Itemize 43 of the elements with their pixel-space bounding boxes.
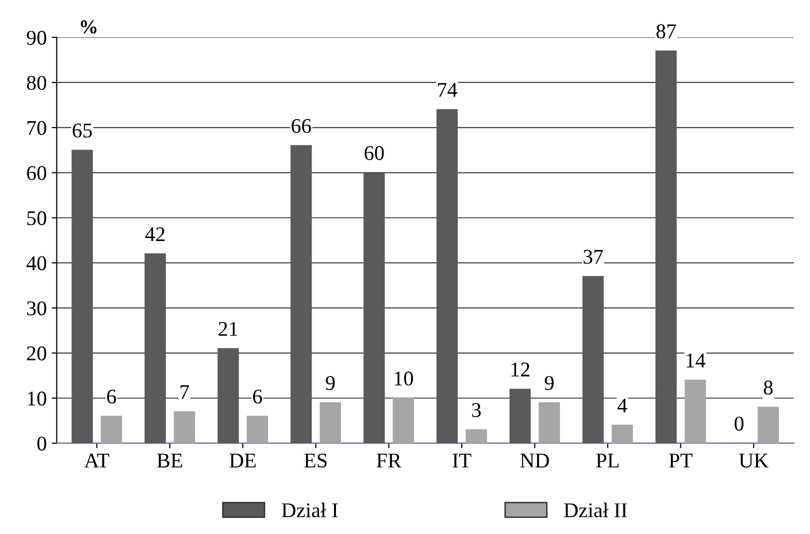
data-label: 42 — [145, 227, 164, 242]
legend-label: Dział I — [282, 502, 338, 518]
data-label: 66 — [292, 119, 311, 134]
x-tick-label: IT — [452, 454, 472, 468]
y-axis-title: % — [80, 20, 96, 34]
y-tick-label: 50 — [27, 211, 46, 226]
y-tick-label: 0 — [37, 436, 46, 451]
data-label: 87 — [656, 24, 676, 38]
y-tick-label: 20 — [27, 346, 46, 360]
y-tick-label: 30 — [27, 301, 46, 316]
y-tick-label: 10 — [28, 392, 46, 406]
data-label: 65 — [72, 124, 92, 138]
data-label: 12 — [512, 362, 530, 376]
x-tick-label: ES — [304, 454, 327, 468]
x-tick-label: DE — [230, 454, 256, 468]
y-tick-label: 90 — [26, 30, 46, 45]
x-tick-label: ND — [520, 454, 549, 468]
y-tick-label: 60 — [27, 166, 46, 180]
data-label: 4 — [617, 398, 628, 412]
data-label: 14 — [686, 354, 706, 368]
data-label: 10 — [394, 372, 413, 386]
x-tick-label: PL — [596, 454, 619, 468]
y-tick-label: 70 — [28, 120, 46, 135]
data-label: 0 — [734, 416, 744, 431]
data-label: 6 — [253, 390, 262, 404]
x-tick-label: BE — [157, 454, 182, 468]
data-label: 8 — [764, 380, 773, 395]
x-tick-label: FR — [376, 454, 402, 468]
data-label: 21 — [218, 322, 238, 336]
data-label: 9 — [326, 376, 335, 390]
data-label: 9 — [544, 376, 554, 390]
data-label: 7 — [180, 385, 190, 399]
data-label: 74 — [438, 83, 458, 97]
data-label: 37 — [584, 250, 603, 264]
x-tick-label: UK — [739, 454, 768, 468]
y-tick-label: 80 — [26, 76, 46, 90]
data-label: 6 — [107, 390, 116, 404]
data-label: 60 — [364, 146, 384, 160]
x-tick-label: AT — [84, 454, 110, 468]
legend-label: Dział II — [564, 502, 627, 518]
data-label: 3 — [472, 403, 481, 418]
y-tick-label: 40 — [26, 256, 46, 270]
x-tick-label: PT — [669, 454, 692, 468]
